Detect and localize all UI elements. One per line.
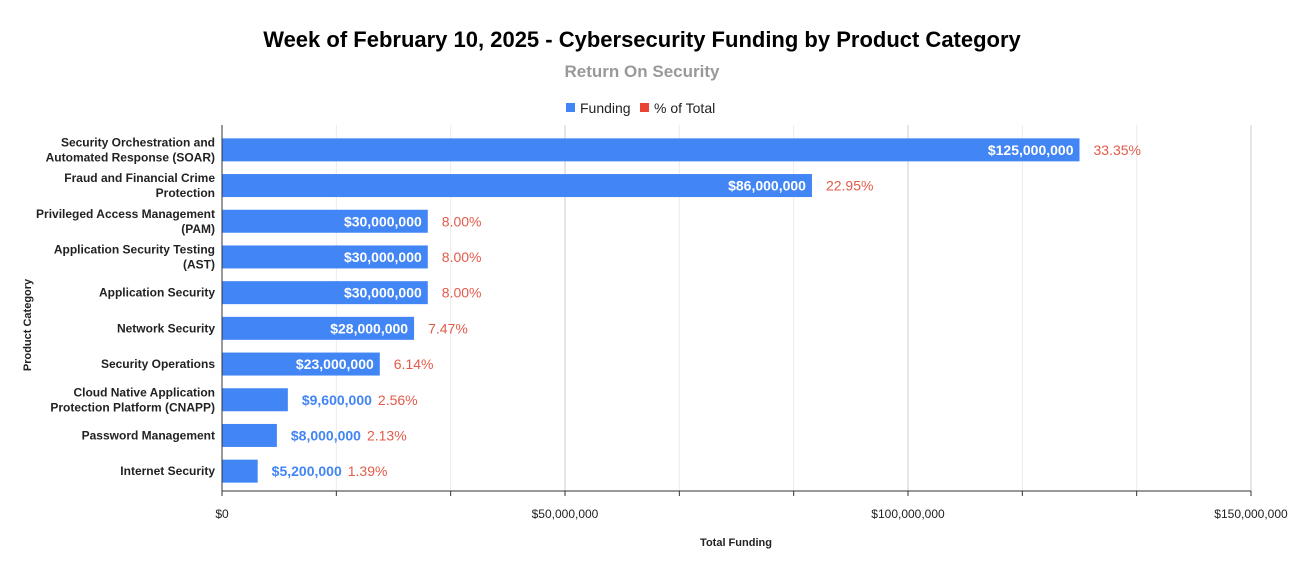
x-tick-label-3: $150,000,000 [1214,507,1288,521]
value-label-4: $30,000,000 [344,285,422,301]
category-label-3-line-1: (AST) [183,257,215,271]
value-label-2: $30,000,000 [344,213,422,229]
legend: Funding % of Total [566,100,715,116]
value-label-8: $8,000,000 [291,427,361,443]
category-label-6-line-0: Security Operations [101,357,215,371]
bar-6 [222,352,380,376]
category-label-7-line-1: Protection Platform (CNAPP) [50,400,215,414]
category-label-8-line-0: Password Management [82,428,215,442]
chart-subtitle: Return On Security [565,62,720,81]
bar-9 [222,459,258,483]
bar-8 [222,423,277,447]
x-tick-label-1: $50,000,000 [532,507,599,521]
legend-label-percent: % of Total [654,100,715,116]
value-label-7: $9,600,000 [302,392,372,408]
category-label-1-line-1: Protection [156,186,215,200]
x-axis-ticks: $0 $50,000,000 $100,000,000 $150,000,000 [215,125,1288,521]
category-label-9-line-0: Internet Security [120,464,215,478]
percent-label-8: 2.13% [367,427,407,443]
value-label-1: $86,000,000 [728,178,806,194]
bar-0 [222,138,1080,162]
bars: $125,000,000 33.35% $86,000,000 22.95% $30,0… [222,138,1141,483]
bar-2 [222,209,428,233]
category-label-2-line-0: Privileged Access Management [36,207,215,221]
value-label-3: $30,000,000 [344,249,422,265]
x-tick-label-2: $100,000,000 [871,507,945,521]
percent-label-1: 22.95% [826,178,873,194]
legend-swatch-funding [566,103,575,112]
percent-label-7: 2.56% [378,392,418,408]
category-label-1-line-0: Fraud and Financial Crime [64,171,215,185]
value-label-6: $23,000,000 [296,356,374,372]
bar-7 [222,388,288,412]
bar-4 [222,281,428,305]
percent-label-4: 8.00% [442,285,482,301]
x-tick-label-0: $0 [215,507,229,521]
category-label-5-line-0: Network Security [117,321,215,335]
category-label-0-line-1: Automated Response (SOAR) [46,150,215,164]
category-label-2-line-1: (PAM) [181,222,215,236]
category-label-4-line-0: Application Security [99,286,215,300]
value-label-0: $125,000,000 [988,142,1074,158]
category-label-3-line-0: Application Security Testing [54,242,215,256]
percent-label-0: 33.35% [1094,142,1141,158]
chart-title: Week of February 10, 2025 - Cybersecurit… [263,27,1021,52]
value-label-9: $5,200,000 [272,463,342,479]
y-axis-title: Product Category [22,278,34,371]
percent-label-3: 8.00% [442,249,482,265]
value-label-5: $28,000,000 [330,320,408,336]
bar-5 [222,316,415,340]
percent-label-9: 1.39% [348,463,388,479]
x-axis-title: Total Funding [700,537,772,549]
percent-label-2: 8.00% [442,213,482,229]
percent-label-6: 6.14% [394,356,434,372]
percent-label-5: 7.47% [428,320,468,336]
legend-swatch-percent [640,103,649,112]
bar-1 [222,174,812,198]
category-label-7-line-0: Cloud Native Application [73,385,215,399]
bar-3 [222,245,428,269]
legend-label-funding: Funding [580,100,631,116]
category-label-0-line-0: Security Orchestration and [61,135,215,149]
